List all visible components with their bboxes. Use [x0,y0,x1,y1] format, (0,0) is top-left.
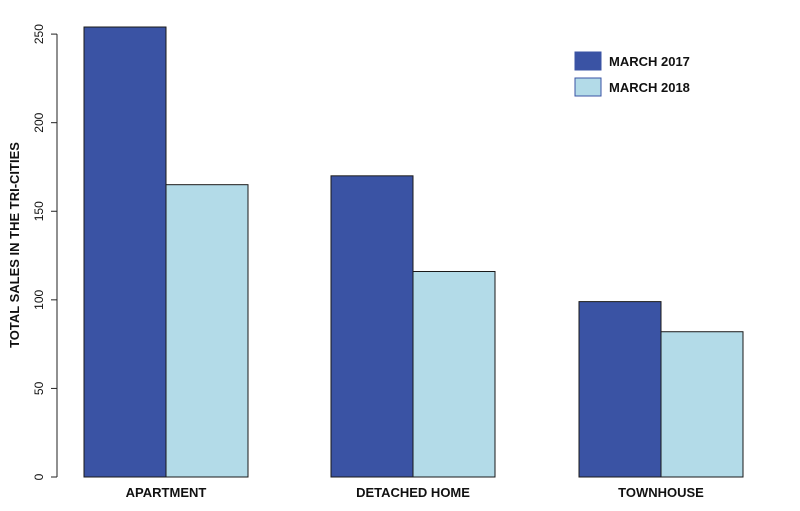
legend-swatch [574,51,602,71]
bar-townhouse-series-1 [578,301,662,478]
y-tick-label: 0 [32,473,46,480]
y-tick-label: 250 [32,24,46,44]
y-tick-label: 200 [32,112,46,132]
x-category-label: TOWNHOUSE [618,485,704,500]
x-category-label: APARTMENT [126,485,207,500]
bar-detached-home-series-2 [412,270,496,478]
x-axis-labels: APARTMENT DETACHED HOME TOWNHOUSE [126,485,704,500]
y-tick-label: 150 [32,201,46,221]
y-tick-label: 50 [32,381,46,395]
bar-apartment-series-2 [165,184,249,478]
legend-swatch [574,77,602,97]
bar-detached-home-series-1 [330,175,414,478]
y-axis: 0 50 100 150 200 250 [32,24,58,480]
legend-label: MARCH 2018 [609,80,690,95]
bars [83,26,744,478]
legend-label: MARCH 2017 [609,54,690,69]
x-category-label: DETACHED HOME [356,485,470,500]
y-tick-label: 100 [32,290,46,310]
y-axis-title: TOTAL SALES IN THE TRI-CITIES [7,142,22,348]
bar-townhouse-series-2 [660,331,744,478]
legend: MARCH 2017 MARCH 2018 [574,51,690,97]
bar-apartment-series-1 [83,26,167,478]
